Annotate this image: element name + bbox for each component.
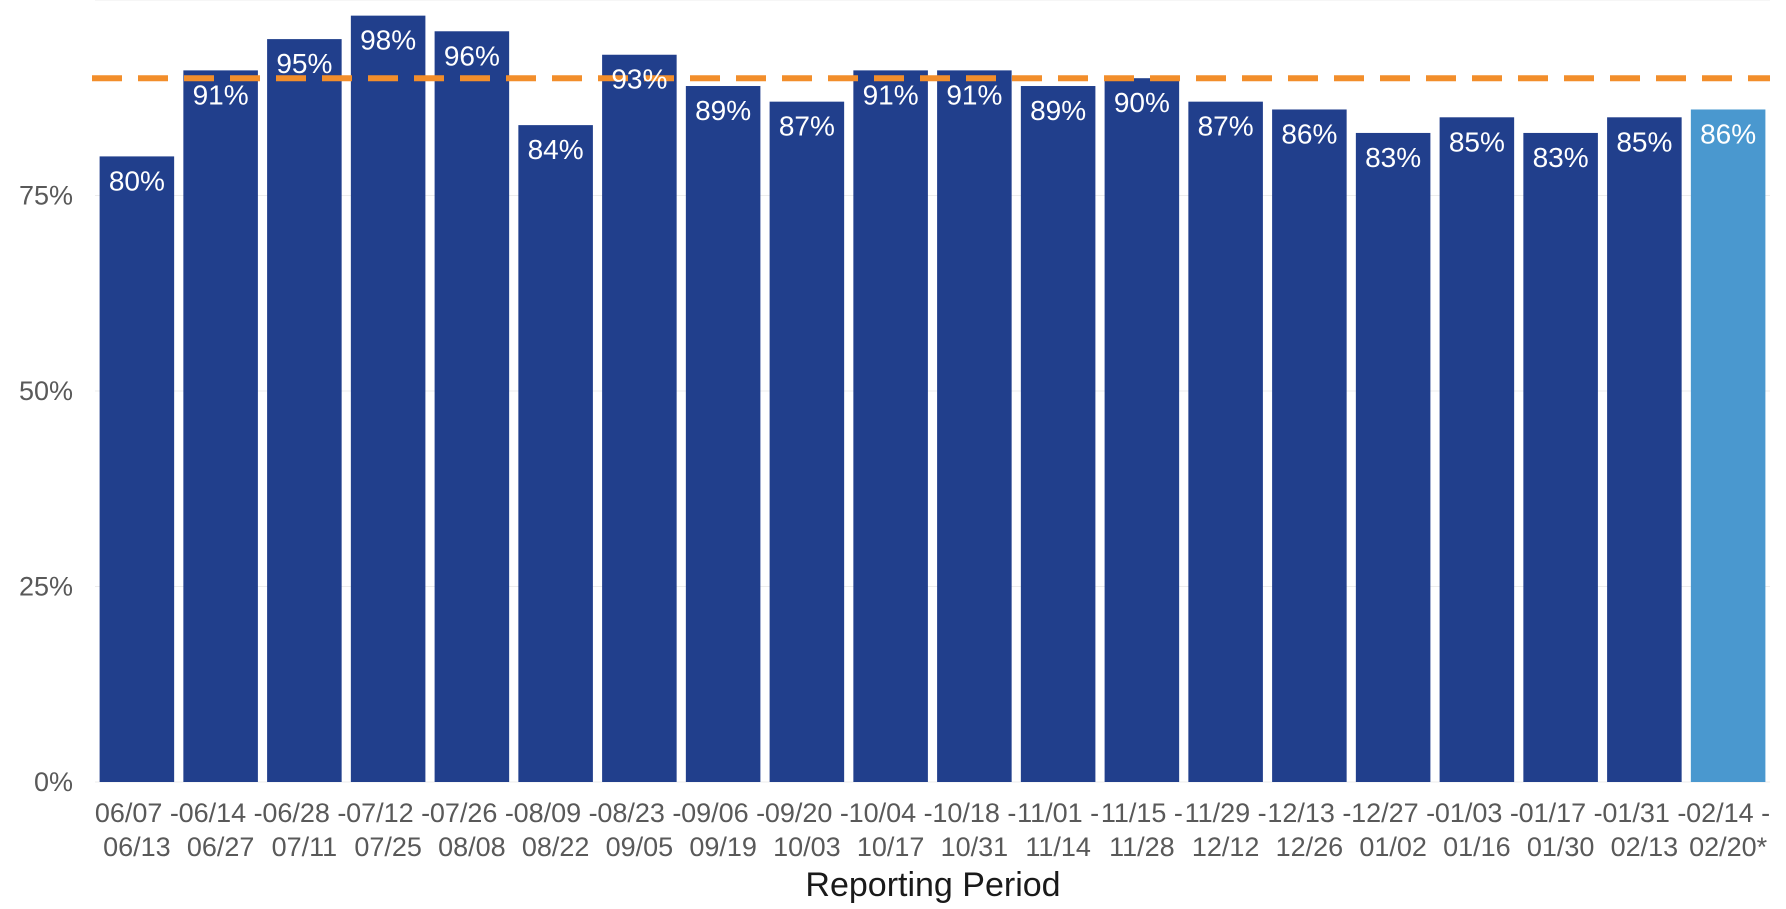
- x-tick-label: 01/31 -02/13: [1602, 798, 1686, 862]
- bar-data-label: 93%: [611, 64, 667, 95]
- bar-data-label: 84%: [528, 134, 584, 165]
- y-tick-label: 75%: [19, 181, 73, 211]
- x-tick-label: 07/12 -07/25: [346, 798, 430, 862]
- bar-data-label: 98%: [360, 25, 416, 56]
- bar: [350, 15, 426, 782]
- bar-data-label: 89%: [1030, 95, 1086, 126]
- bar: [937, 70, 1012, 782]
- bar-data-label: 87%: [1198, 111, 1254, 142]
- x-tick-label: 12/13 -12/26: [1267, 798, 1351, 862]
- bar: [1439, 117, 1515, 783]
- bar-data-label: 96%: [444, 40, 500, 71]
- x-tick-label: 08/09 -08/22: [514, 798, 598, 862]
- x-axis-title: Reporting Period: [805, 866, 1060, 904]
- bar-data-label: 80%: [109, 165, 165, 196]
- x-tick-label: 09/20 -10/03: [765, 798, 849, 862]
- y-tick-label: 50%: [19, 376, 73, 406]
- bar: [1607, 117, 1682, 783]
- x-tick-label: 12/27 -01/02: [1351, 798, 1435, 862]
- y-tick-label: 25%: [19, 572, 73, 602]
- bar: [1690, 109, 1766, 783]
- bar: [267, 39, 342, 783]
- bar: [602, 54, 677, 783]
- x-tick-label: 01/17 -01/30: [1519, 798, 1603, 862]
- bar-data-label: 85%: [1616, 126, 1672, 157]
- bars: [99, 15, 1766, 783]
- bar: [183, 70, 258, 782]
- x-tick-label: 08/23 -09/05: [597, 798, 681, 862]
- x-tick-label: 11/29 -12/12: [1185, 798, 1267, 862]
- bar-data-label: 86%: [1700, 118, 1756, 149]
- y-tick-label: 0%: [34, 767, 73, 797]
- bar-data-label: 91%: [946, 79, 1002, 110]
- x-tick-label: 07/26 -08/08: [430, 798, 514, 862]
- bar: [853, 70, 928, 782]
- bar-data-label: 83%: [1533, 142, 1589, 173]
- gridlines: [95, 0, 1770, 783]
- bar-data-label: 91%: [193, 79, 249, 110]
- x-tick-label: 11/15 -11/28: [1101, 798, 1183, 862]
- bar-data-label: 83%: [1365, 142, 1421, 173]
- bar: [769, 101, 845, 782]
- bar: [1104, 78, 1180, 782]
- x-tick-label: 06/07 -06/13: [95, 798, 179, 862]
- data-labels: 80% 91% 95% 98% 96% 84% 93% 89% 87% 91% 91% 89% 90% 8…: [109, 25, 1756, 197]
- bar-data-label: 89%: [695, 95, 751, 126]
- bar: [518, 125, 593, 783]
- bar-data-label: 91%: [863, 79, 919, 110]
- x-tick-label: 06/14 -06/27: [179, 798, 263, 862]
- bar: [1355, 132, 1431, 782]
- bar: [434, 31, 510, 782]
- x-tick-label: 11/01 -11/14: [1017, 798, 1099, 862]
- bar-data-label: 85%: [1449, 126, 1505, 157]
- y-axis-ticks: 0% 25% 50% 75%: [19, 181, 73, 798]
- bar-data-label: 95%: [276, 48, 332, 79]
- bar: [685, 86, 761, 782]
- bar-data-label: 90%: [1114, 87, 1170, 118]
- x-tick-label: 01/03 -01/16: [1435, 798, 1519, 862]
- bar: [99, 156, 175, 782]
- x-tick-label: 10/04 -10/17: [849, 798, 933, 862]
- bar: [1523, 132, 1598, 782]
- bar: [1020, 86, 1096, 782]
- x-tick-label: 06/28 -07/11: [262, 798, 346, 862]
- x-tick-label: 10/18 -10/31: [932, 798, 1016, 862]
- bar-data-label: 87%: [779, 111, 835, 142]
- bar: [1188, 101, 1263, 782]
- x-tick-label: 02/14 -02/20*: [1686, 798, 1770, 862]
- x-tick-label: 09/06 -09/19: [681, 798, 765, 862]
- bar: [1272, 109, 1347, 783]
- bar-data-label: 86%: [1281, 118, 1337, 149]
